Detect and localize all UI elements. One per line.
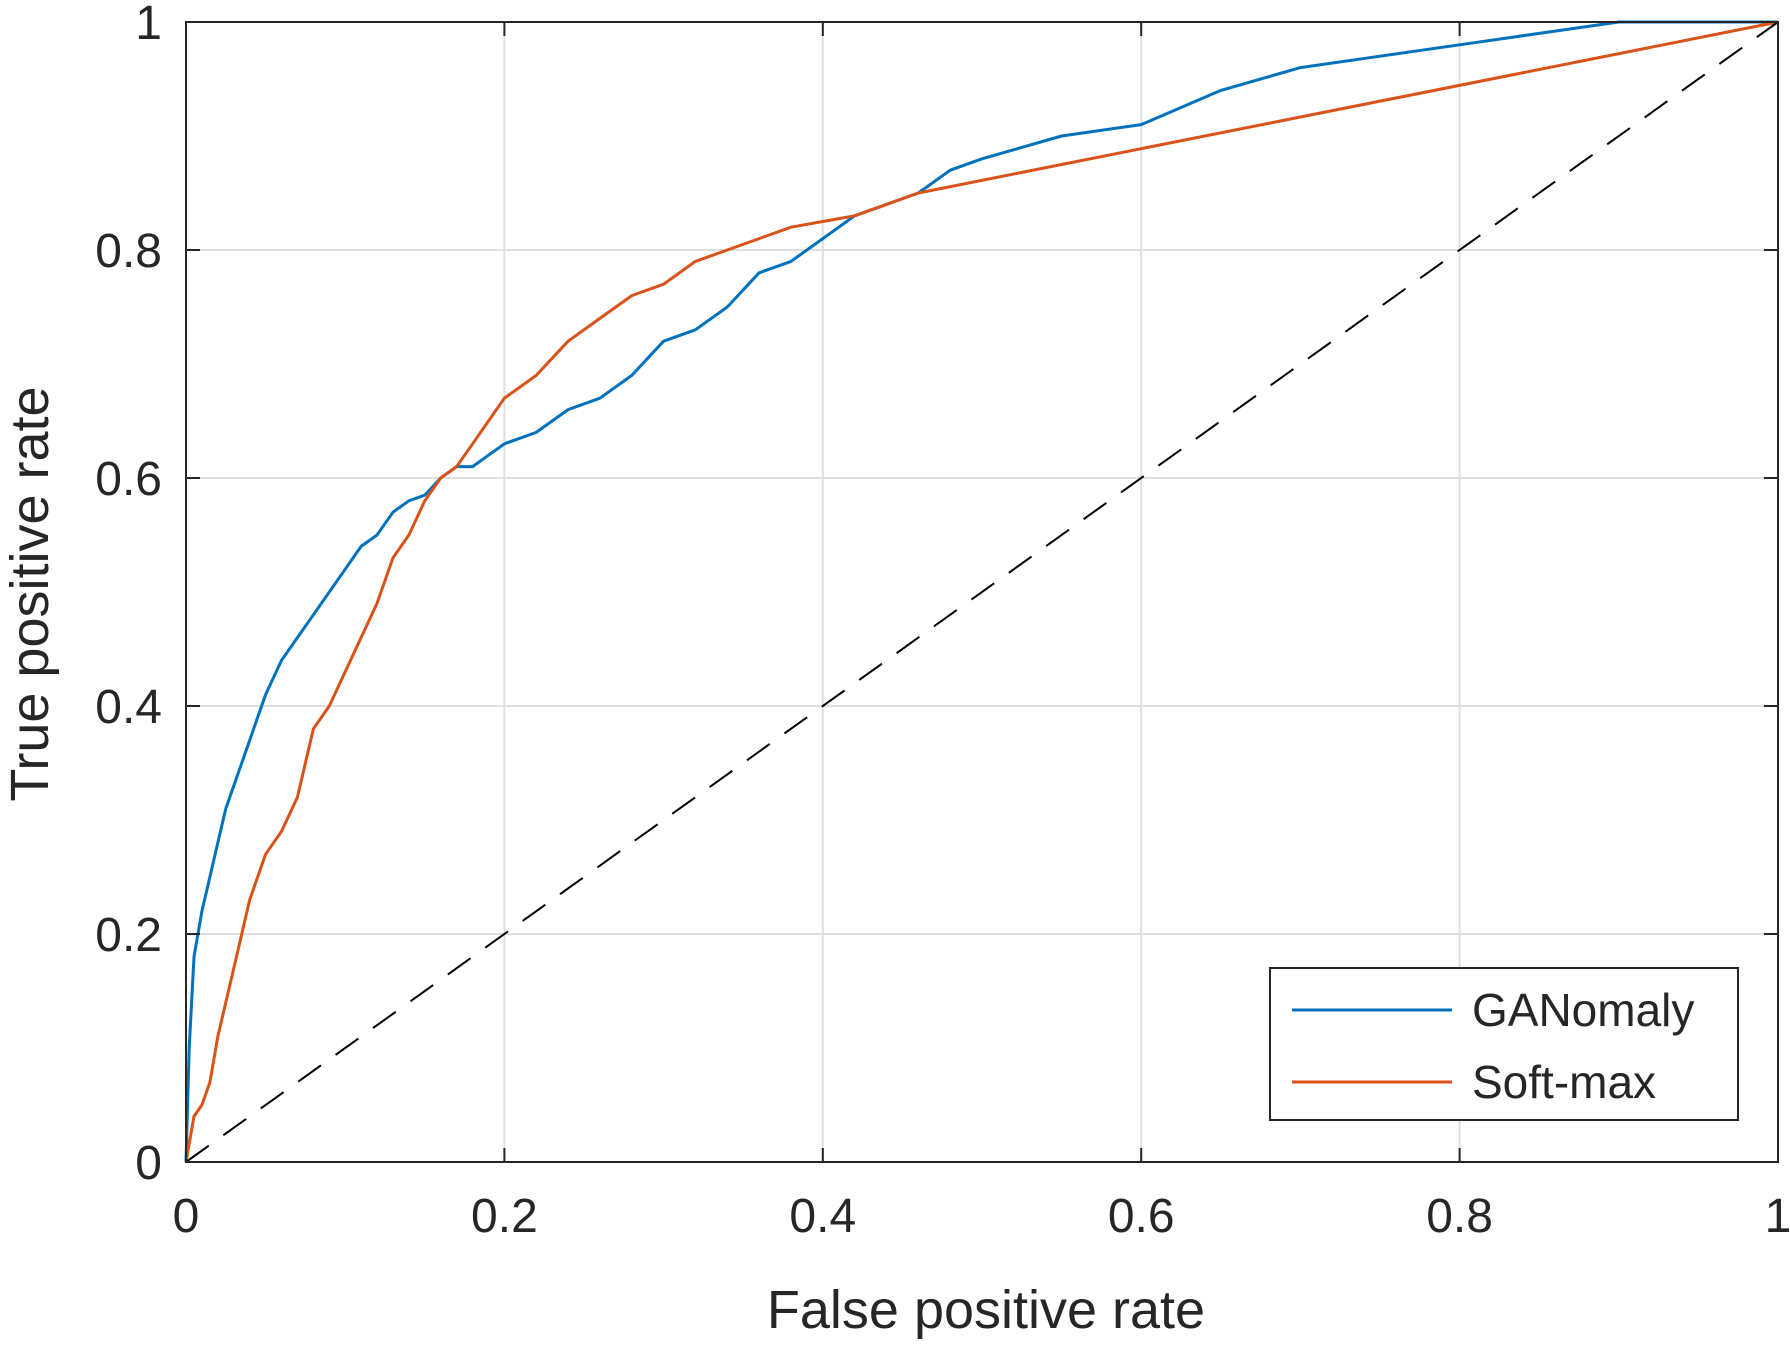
y-tick-label: 0: [135, 1137, 162, 1190]
legend-label-ganomaly: GANomaly: [1472, 984, 1694, 1036]
plot-frame: [185, 21, 1779, 1163]
series-layer: [184, 20, 1779, 1163]
ticks-layer: 0 0.2 0.4 0.6 0.8 1 0 0.2 0.4 0.6 0.8 1: [95, 0, 1790, 1243]
y-axis-label: True positive rate: [0, 386, 60, 801]
y-tick-label: 0.6: [95, 453, 162, 506]
x-tick-label: 0.4: [789, 1190, 856, 1243]
y-tick-label: 0.4: [95, 681, 162, 734]
y-tick-label: 0.8: [95, 225, 162, 278]
series-line-softmax: [184, 20, 1779, 1163]
x-tick-label: 0.8: [1426, 1190, 1493, 1243]
legend-box: [1269, 967, 1739, 1121]
x-tick-label: 0.6: [1108, 1190, 1175, 1243]
y-tick-label: 0.2: [95, 909, 162, 962]
x-axis-label: False positive rate: [767, 1280, 1205, 1340]
chance-diagonal-line: [185, 21, 1779, 1163]
x-tick-label: 0.2: [471, 1190, 538, 1243]
series-line-ganomaly: [184, 20, 1778, 1163]
legend-label-softmax: Soft-max: [1472, 1056, 1656, 1108]
y-tick-label: 1: [135, 0, 162, 50]
x-tick-label: 0: [173, 1190, 200, 1243]
axes-layer: [185, 21, 1779, 1163]
legend: GANomaly Soft-max: [1269, 967, 1739, 1121]
x-tick-label: 1: [1765, 1190, 1790, 1243]
